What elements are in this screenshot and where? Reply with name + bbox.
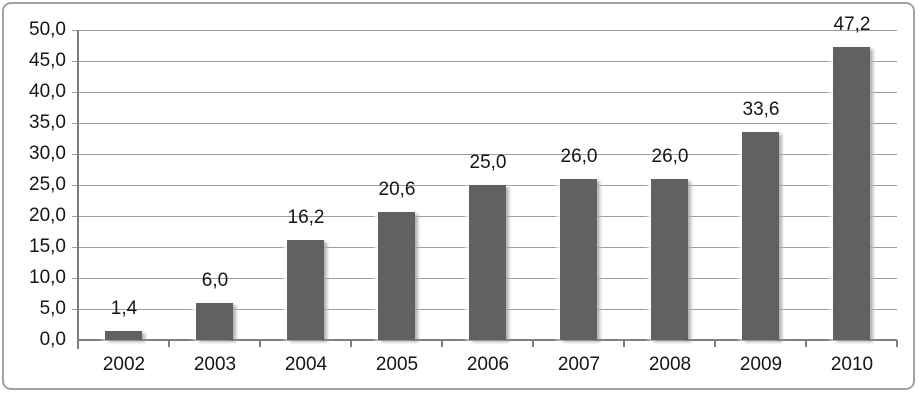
x-axis-tick (441, 340, 443, 347)
x-axis-label: 2010 (830, 354, 874, 375)
bar (105, 331, 142, 340)
x-axis-label: 2008 (648, 354, 692, 375)
y-axis-label: 25,0 (29, 174, 66, 195)
x-axis-label: 2004 (284, 354, 328, 375)
bar (469, 185, 506, 340)
y-axis-label: 5,0 (39, 298, 66, 319)
y-axis-label: 40,0 (29, 81, 66, 102)
y-axis-line (77, 30, 79, 349)
gridline (72, 154, 897, 155)
bar (742, 132, 779, 340)
bar (560, 179, 597, 340)
x-axis-label: 2007 (557, 354, 601, 375)
x-axis-tick (714, 340, 716, 347)
y-axis-label: 0,0 (39, 329, 66, 350)
bar-value-label: 16,2 (287, 207, 325, 228)
x-axis-label: 2006 (466, 354, 510, 375)
chart-frame: 0,0 5,0 10,0 15,0 20,0 25,0 30,0 35,0 40,0 45,0 50… (2, 2, 915, 390)
gridline (72, 30, 897, 31)
y-axis-label: 45,0 (29, 50, 66, 71)
plot-area: 0,0 5,0 10,0 15,0 20,0 25,0 30,0 35,0 40,0 45,0 50… (4, 4, 913, 388)
bar (287, 240, 324, 340)
bar (833, 47, 870, 340)
gridline (72, 61, 897, 62)
y-axis-label: 30,0 (29, 143, 66, 164)
x-axis-tick (805, 340, 807, 347)
x-axis-tick (350, 340, 352, 347)
x-axis-tick (168, 340, 170, 347)
bar-value-label: 25,0 (469, 152, 507, 173)
x-axis-tick (896, 340, 898, 347)
x-axis-tick (259, 340, 261, 347)
bar-value-label: 33,6 (742, 99, 780, 120)
x-axis-label: 2002 (102, 354, 146, 375)
bar (651, 179, 688, 340)
bar-value-label: 20,6 (378, 179, 416, 200)
gridline (72, 123, 897, 124)
x-axis-tick (532, 340, 534, 347)
bar-value-label: 26,0 (560, 146, 598, 167)
bar (196, 303, 233, 340)
gridline (72, 92, 897, 93)
y-axis-label: 15,0 (29, 236, 66, 257)
bar-value-label: 26,0 (651, 146, 689, 167)
x-axis-label: 2005 (375, 354, 419, 375)
x-axis-label: 2003 (193, 354, 237, 375)
bar (378, 212, 415, 340)
y-axis-label: 50,0 (29, 19, 66, 40)
y-axis-label: 20,0 (29, 205, 66, 226)
bar-value-label: 6,0 (201, 270, 229, 291)
x-axis-line (77, 339, 897, 341)
bar-value-label: 1,4 (110, 298, 138, 319)
x-axis-tick (77, 340, 79, 347)
bar-value-label: 47,2 (833, 14, 871, 35)
x-axis-tick (623, 340, 625, 347)
y-axis-label: 35,0 (29, 112, 66, 133)
x-axis-label: 2009 (739, 354, 783, 375)
y-axis-label: 10,0 (29, 267, 66, 288)
